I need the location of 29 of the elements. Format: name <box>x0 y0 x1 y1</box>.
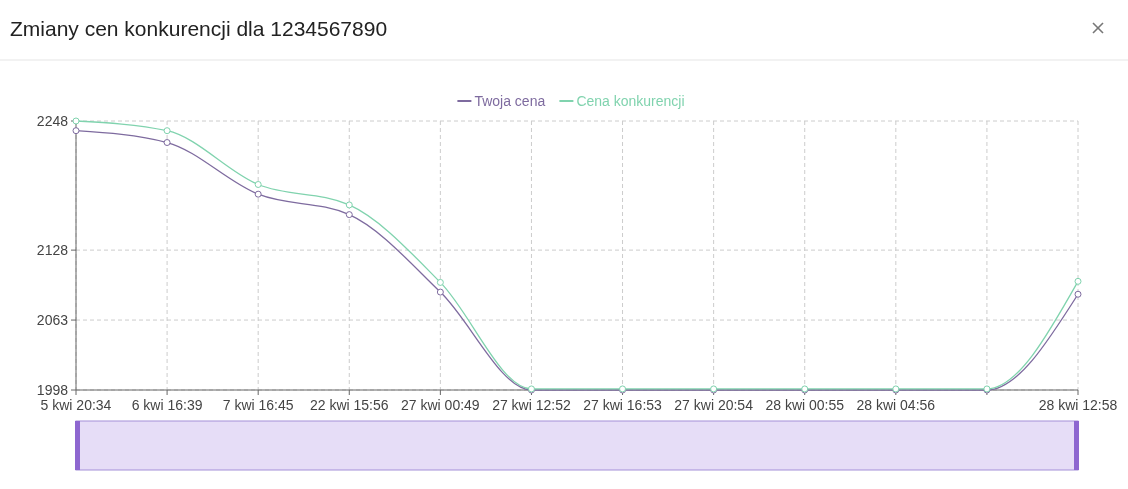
point <box>436 288 444 296</box>
x-tick-label: 28 kwi 04:56 <box>856 397 936 413</box>
chart-title: Zmiany cen konkurencji dla 1234567890 <box>10 17 388 40</box>
point <box>1074 277 1082 285</box>
x-tick-label: 27 kwi 16:53 <box>583 397 663 413</box>
y-tick-label: 2248 <box>36 113 69 129</box>
y-tick-label: 1998 <box>36 382 69 398</box>
x-tick-label: 6 kwi 16:39 <box>131 397 203 413</box>
x-tick-label: 22 kwi 15:56 <box>309 397 389 413</box>
x-tick-label: 28 kwi 12:58 <box>1038 397 1118 413</box>
point <box>72 127 80 135</box>
x-tick-label: 27 kwi 00:49 <box>401 397 480 413</box>
point <box>254 190 262 198</box>
x-tick-label: 5 kwi 20:34 <box>40 397 112 413</box>
point <box>345 211 353 219</box>
x-tick-label: 27 kwi 20:54 <box>674 397 754 413</box>
point <box>345 201 353 209</box>
x-tick-label: 27 kwi 12:52 <box>492 397 571 413</box>
legend-label: Cena konkurencji <box>576 93 685 109</box>
point <box>436 278 444 286</box>
point <box>254 180 262 188</box>
x-tick-label: 28 kwi 00:55 <box>765 397 845 413</box>
point <box>163 127 171 135</box>
point <box>1074 290 1082 298</box>
x-tick-label: 7 kwi 16:45 <box>222 397 294 413</box>
legend-label: Twoja cena <box>474 93 546 109</box>
y-tick-label: 2128 <box>36 242 69 259</box>
point <box>163 139 171 147</box>
y-tick-label: 2063 <box>36 312 69 329</box>
